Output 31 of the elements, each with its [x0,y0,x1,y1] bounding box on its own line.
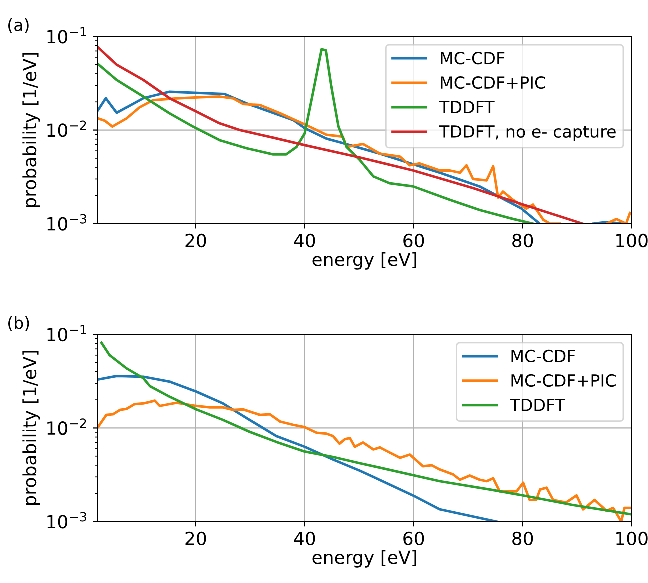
legend-label: MC-CDF [441,52,505,65]
x-tick-label: 80 [512,532,534,546]
x-tick-label: 20 [186,234,206,248]
y-axis-title: probability [1/eV] [22,351,40,506]
legend-label: TDDFT [439,101,495,114]
chart-title: (a) [8,18,29,34]
y-tick-label: 10$^{−3}$ [48,214,86,231]
y-tick-label: 10$^{−3}$ [48,512,86,529]
legend-label: MC-CDF [512,350,576,363]
legend-label: MC-CDF+PIC [441,76,546,90]
x-tick-label: 100 [616,234,648,248]
x-tick-label: 80 [512,234,534,248]
y-tick-label: 10$^{−2}$ [48,418,86,436]
line-series [98,375,498,522]
x-tick-label: 100 [616,532,648,546]
y-tick-label: 10$^{−1}$ [48,325,86,342]
x-tick-label: 20 [186,532,206,546]
x-tick-label: 60 [404,234,424,248]
chart-title: (b) [8,316,30,332]
y-axis-title: probability [1/eV] [22,53,40,208]
legend-label: MC-CDF+PIC [512,374,616,388]
y-tick-label: 10$^{−2}$ [48,120,86,138]
x-tick-label: 40 [294,234,316,248]
x-tick-label: 40 [294,532,316,546]
line-series [100,342,632,516]
y-tick-label: 10$^{−1}$ [48,27,86,44]
x-axis-title: energy [eV] [312,252,416,270]
x-axis-title: energy [eV] [312,550,416,568]
legend-label: TDDFT, no e- capture [439,126,616,142]
x-tick-label: 60 [404,532,424,546]
legend-label: TDDFT [510,399,566,412]
